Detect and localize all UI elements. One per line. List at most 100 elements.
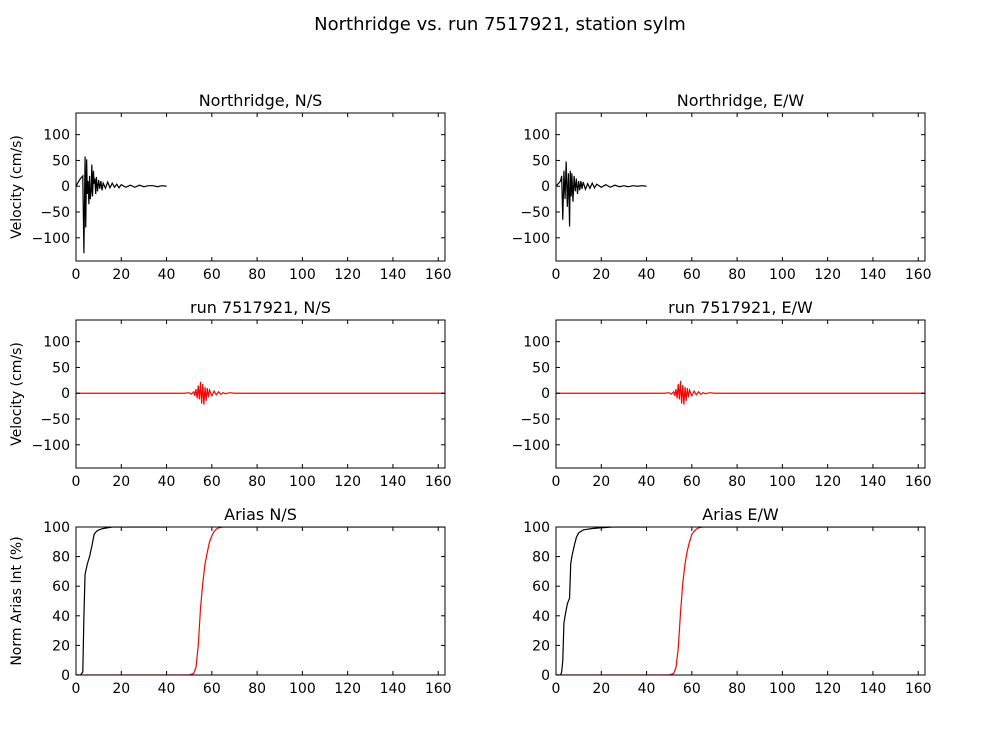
y-tick-label: 40 — [52, 609, 70, 625]
series-line-1 — [556, 161, 647, 227]
x-tick-label: 60 — [203, 267, 221, 283]
subplot-title: Arias N/S — [224, 505, 297, 524]
x-tick-label: 80 — [248, 267, 266, 283]
x-tick-label: 20 — [592, 681, 610, 697]
x-tick-label: 100 — [769, 267, 796, 283]
x-tick-label: 0 — [72, 474, 81, 490]
x-tick-label: 40 — [158, 474, 176, 490]
y-tick-label: −50 — [40, 412, 70, 428]
y-tick-label: 100 — [523, 335, 550, 351]
x-tick-label: 160 — [425, 681, 452, 697]
y-tick-label: 100 — [523, 128, 550, 144]
y-tick-label: −100 — [512, 438, 550, 454]
x-tick-label: 20 — [112, 474, 130, 490]
x-tick-label: 140 — [380, 474, 407, 490]
y-tick-label: 0 — [541, 668, 550, 684]
y-tick-label: 20 — [52, 638, 70, 654]
subplot-1: Northridge, N/S Velocity (cm/s) 0 20 40 60 80 1… — [9, 91, 452, 283]
subplot-6: Arias E/W 0 20 40 60 80 100 120 140 160 0 20 40 60 80 1… — [523, 505, 931, 697]
x-tick-label: 100 — [289, 474, 316, 490]
x-tick-label: 120 — [334, 474, 361, 490]
y-axis-label: Norm Arias Int (%) — [9, 536, 25, 665]
x-tick-label: 120 — [814, 474, 841, 490]
y-tick-label: 60 — [532, 579, 550, 595]
y-tick-label: −50 — [520, 205, 550, 221]
y-tick-label: 0 — [61, 386, 70, 402]
x-tick-label: 40 — [158, 267, 176, 283]
y-tick-label: 0 — [541, 386, 550, 402]
y-tick-label: 50 — [52, 360, 70, 376]
x-tick-label: 120 — [814, 267, 841, 283]
y-tick-label: 100 — [43, 128, 70, 144]
y-tick-label: −100 — [512, 231, 550, 247]
x-tick-label: 0 — [552, 267, 561, 283]
x-tick-label: 140 — [860, 474, 887, 490]
subplot-title: run 7517921, N/S — [190, 298, 331, 317]
subplot-2: Northridge, E/W 0 20 40 60 80 100 120 140 160 −100… — [512, 91, 932, 283]
series-line-1 — [76, 527, 167, 675]
y-tick-label: 60 — [52, 579, 70, 595]
x-tick-label: 160 — [905, 474, 932, 490]
x-tick-label: 160 — [905, 267, 932, 283]
x-tick-label: 120 — [334, 267, 361, 283]
axes-frame — [75, 526, 446, 676]
axes-frame — [75, 319, 446, 469]
axes-frame — [555, 112, 926, 262]
y-axis-label: Velocity (cm/s) — [9, 342, 25, 446]
series-line-1 — [76, 156, 167, 254]
x-tick-label: 20 — [592, 474, 610, 490]
x-tick-label: 80 — [728, 267, 746, 283]
x-tick-label: 40 — [638, 474, 656, 490]
x-tick-label: 120 — [334, 681, 361, 697]
x-tick-label: 60 — [203, 681, 221, 697]
x-tick-label: 80 — [728, 681, 746, 697]
y-tick-label: −100 — [32, 438, 70, 454]
axes-frame — [555, 319, 926, 469]
subplot-title: Arias E/W — [702, 505, 779, 524]
x-tick-label: 100 — [769, 474, 796, 490]
y-tick-label: 80 — [532, 550, 550, 566]
y-tick-label: 80 — [52, 550, 70, 566]
x-tick-label: 20 — [592, 267, 610, 283]
y-tick-label: 50 — [52, 153, 70, 169]
x-tick-label: 60 — [683, 267, 701, 283]
x-tick-label: 0 — [552, 681, 561, 697]
subplot-title: Northridge, N/S — [199, 91, 323, 110]
x-tick-label: 0 — [72, 267, 81, 283]
x-tick-label: 40 — [638, 681, 656, 697]
x-tick-label: 80 — [728, 474, 746, 490]
y-tick-label: −100 — [32, 231, 70, 247]
x-tick-label: 40 — [638, 267, 656, 283]
x-tick-label: 140 — [380, 267, 407, 283]
x-tick-label: 60 — [683, 681, 701, 697]
y-tick-label: 100 — [43, 335, 70, 351]
x-tick-label: 0 — [552, 474, 561, 490]
x-tick-label: 80 — [248, 681, 266, 697]
x-tick-label: 120 — [814, 681, 841, 697]
y-tick-label: −50 — [520, 412, 550, 428]
x-tick-label: 140 — [380, 681, 407, 697]
x-tick-label: 140 — [860, 681, 887, 697]
x-tick-label: 20 — [112, 681, 130, 697]
y-axis-label: Velocity (cm/s) — [9, 135, 25, 239]
x-tick-label: 100 — [289, 267, 316, 283]
subplot-4: run 7517921, E/W 0 20 40 60 80 100 120 140 160 −10… — [512, 298, 932, 490]
x-tick-label: 0 — [72, 681, 81, 697]
series-line-1 — [556, 527, 647, 675]
series-line-1 — [76, 381, 445, 405]
x-tick-label: 100 — [769, 681, 796, 697]
axes-frame — [75, 112, 446, 262]
series-line-1 — [556, 380, 925, 405]
x-tick-label: 160 — [425, 474, 452, 490]
x-tick-label: 20 — [112, 267, 130, 283]
y-tick-label: −50 — [40, 205, 70, 221]
x-tick-label: 100 — [289, 681, 316, 697]
y-tick-label: 50 — [532, 360, 550, 376]
figure-title: Northridge vs. run 7517921, station sylm — [314, 14, 686, 35]
subplot-3: run 7517921, N/S Velocity (cm/s) 0 20 40 60 80… — [9, 298, 452, 490]
x-tick-label: 40 — [158, 681, 176, 697]
x-tick-label: 160 — [905, 681, 932, 697]
y-tick-label: 50 — [532, 153, 550, 169]
